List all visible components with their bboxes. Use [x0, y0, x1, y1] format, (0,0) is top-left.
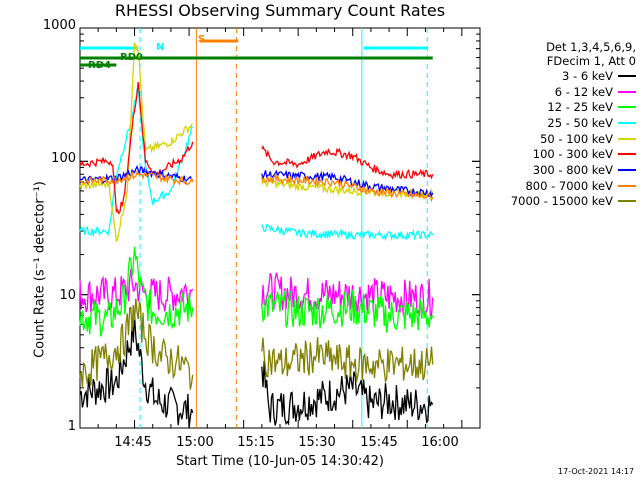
legend-swatch — [618, 137, 636, 140]
x-axis-label: Start Time (10-Jun-05 14:30:42) — [176, 454, 384, 469]
legend-entry: 12 - 25 keV — [484, 99, 636, 115]
series-line — [79, 170, 194, 186]
legend-swatch — [618, 168, 636, 171]
y-tick-label-1: 1 — [67, 419, 76, 434]
legend-entry: 3 - 6 keV — [484, 68, 636, 84]
annotation-s: S — [198, 34, 206, 45]
legend-header-attenuator: FDecim 1, Att 0 — [546, 54, 636, 68]
x-tick-label-1530: 15:30 — [298, 435, 336, 450]
y-axis-label: Count Rate (s⁻¹ detector⁻¹) — [32, 181, 48, 358]
series-line — [79, 314, 194, 429]
legend-entry: 50 - 100 keV — [484, 131, 636, 147]
y-tick-label-1000: 1000 — [42, 18, 76, 33]
annotation-rd4: RD4 — [88, 60, 111, 71]
x-tick-label-1515: 15:15 — [237, 435, 275, 450]
legend-entry: 6 - 12 keV — [484, 84, 636, 100]
legend-label: 3 - 6 keV — [562, 68, 613, 83]
legend-swatch — [618, 184, 636, 187]
legend-label: 25 - 50 keV — [547, 115, 613, 130]
series-line — [261, 360, 434, 426]
series-line — [79, 268, 194, 313]
x-tick-label-1445: 14:45 — [114, 435, 152, 450]
render-timestamp: 17-Oct-2021 14:17 — [558, 467, 634, 476]
legend-entry: 7000 - 15000 keV — [484, 194, 636, 210]
series-line — [261, 223, 434, 242]
legend-swatch — [618, 106, 636, 109]
series-line — [261, 272, 434, 317]
legend-label: 100 - 300 keV — [532, 147, 613, 162]
legend-entry: 100 - 300 keV — [484, 146, 636, 162]
series-line — [261, 289, 434, 333]
legend-entry: 300 - 800 keV — [484, 162, 636, 178]
legend-swatch — [618, 153, 636, 156]
legend-swatch — [618, 74, 636, 77]
legend-label: 7000 - 15000 keV — [510, 194, 613, 209]
x-tick-label-1500: 15:00 — [176, 435, 214, 450]
legend-swatch — [618, 200, 636, 203]
chart-legend: Det 1,3,4,5,6,9, FDecim 1, Att 0 3 - 6 k… — [484, 40, 636, 209]
legend-label: 12 - 25 keV — [547, 100, 613, 115]
series-line — [261, 144, 434, 180]
legend-swatch — [618, 90, 636, 93]
series-line — [79, 41, 193, 243]
y-tick-label-100: 100 — [51, 151, 76, 166]
series-line — [261, 173, 434, 203]
legend-entry: 25 - 50 keV — [484, 115, 636, 131]
series-line — [79, 298, 194, 390]
legend-label: 6 - 12 keV — [554, 84, 613, 99]
chart-title: RHESSI Observing Summary Count Rates — [114, 1, 446, 20]
series-line — [79, 246, 194, 337]
annotation-n: N — [156, 42, 165, 53]
series-line — [261, 337, 434, 384]
legend-header-detectors: Det 1,3,4,5,6,9, — [546, 40, 636, 54]
series-line — [261, 169, 434, 198]
x-tick-label-1600: 16:00 — [421, 435, 459, 450]
annotation-rd0: RD0 — [120, 52, 143, 63]
series-line — [79, 82, 194, 215]
legend-label: 300 - 800 keV — [532, 162, 613, 177]
legend-label: 800 - 7000 keV — [525, 178, 613, 193]
legend-entry: 800 - 7000 keV — [484, 178, 636, 194]
legend-swatch — [618, 121, 636, 124]
legend-label: 50 - 100 keV — [540, 131, 613, 146]
y-tick-label-10: 10 — [59, 288, 76, 303]
x-tick-label-1545: 15:45 — [360, 435, 398, 450]
